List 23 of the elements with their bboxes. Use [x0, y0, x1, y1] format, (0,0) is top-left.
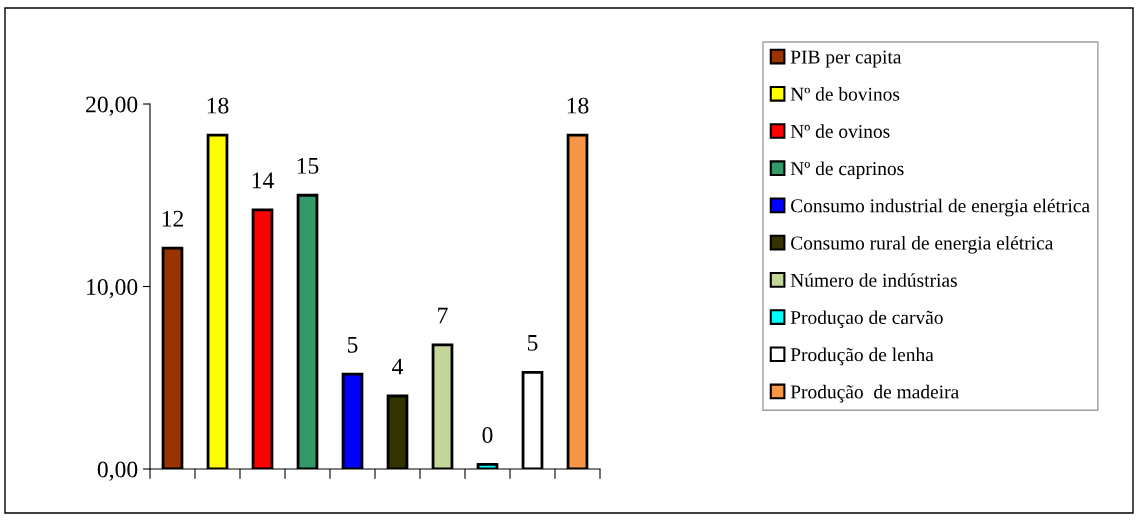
data-label: 0	[482, 427, 493, 443]
legend-label: Número de indústrias	[790, 273, 957, 287]
data-label: 18	[567, 97, 589, 114]
legend-label: Nº de caprinos	[790, 161, 904, 180]
data-label: 15	[297, 157, 319, 174]
data-label: 18	[207, 97, 229, 114]
legend-label: Produção de lenha	[790, 347, 934, 366]
legend-label: Nº de ovinos	[790, 124, 890, 138]
y-tick-label: 0,00	[97, 461, 138, 481]
legend-label: Consumo industrial de energia elétrica	[791, 198, 1090, 217]
data-label: 5	[347, 336, 358, 353]
data-label: 14	[252, 172, 274, 189]
legend-label: Nº de bovinos	[790, 87, 900, 101]
legend-label: Consumo rural de energia elétrica	[791, 235, 1054, 254]
y-tick-label: 20,00	[86, 96, 138, 116]
legend-label: PIB per capita	[790, 50, 902, 68]
data-label: 5	[527, 335, 538, 351]
data-label: 4	[392, 358, 404, 375]
legend-label: Produçao de carvão	[790, 310, 943, 329]
data-label: 7	[438, 307, 448, 324]
legend-label: Produção de madeira	[790, 384, 959, 403]
y-tick-label: 10,00	[87, 278, 138, 299]
data-label: 12	[162, 210, 183, 227]
